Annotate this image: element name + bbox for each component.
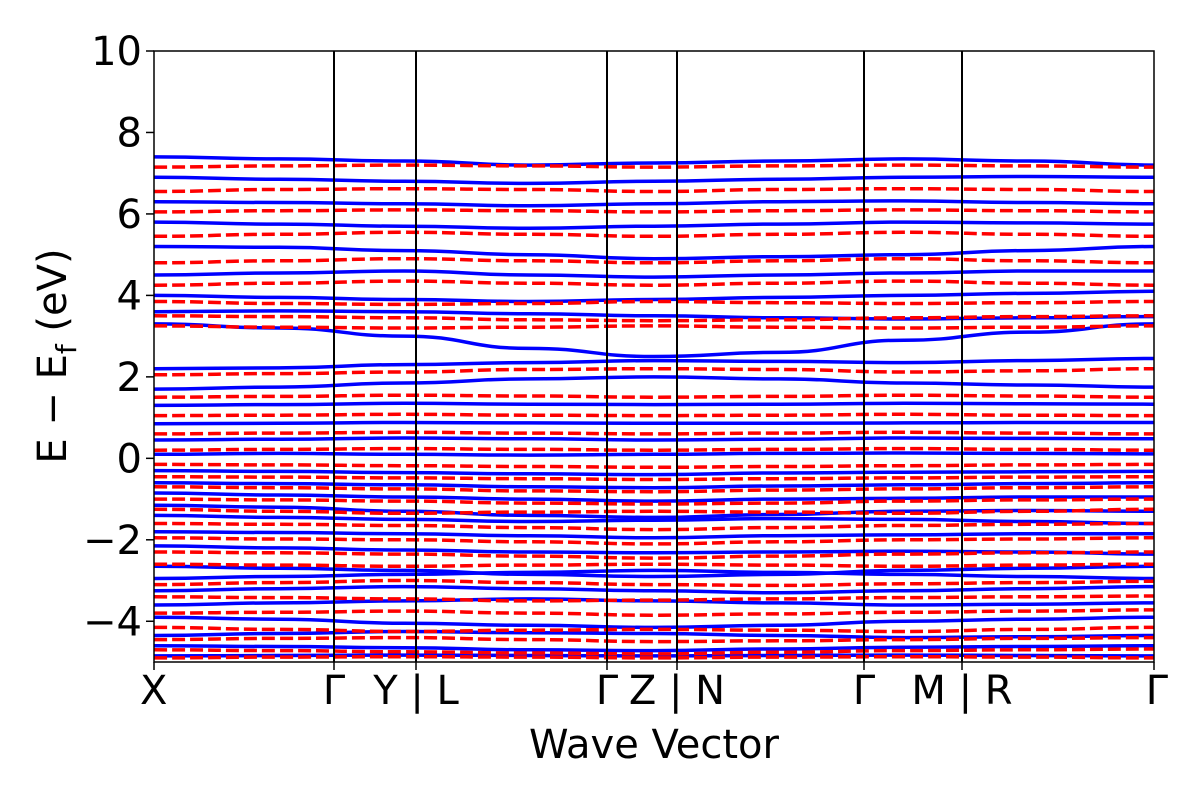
y-axis-label: E − Ef (eV) [30,248,83,463]
dashed-band-7 [154,562,1154,569]
dashed-band-29 [154,163,1154,169]
dashed-band-10 [154,521,1154,532]
solid-band-28 [154,174,1154,186]
x-tick-label-3: Γ [596,668,619,714]
dashed-band-22 [154,314,1154,323]
y-tick-label-6: 8 [117,110,142,156]
y-tick-label-7: 10 [91,29,142,75]
dashed-band-3 [154,625,1154,634]
solid-band-15 [154,451,1154,457]
y-axis-label-unit: (eV) [30,248,76,344]
dashed-band-5 [154,594,1154,603]
dashed-band-14 [154,474,1154,482]
y-axis-label-main: E − E [30,354,76,464]
dashed-band-16 [154,446,1154,452]
solid-band-12 [154,491,1154,503]
dashed-band-1 [154,647,1154,656]
y-tick-label-2: 0 [117,436,142,482]
solid-band-16 [154,436,1154,442]
solid-band-25 [154,244,1154,261]
y-tick-label-0: −4 [83,599,142,645]
solid-band-14 [154,468,1154,477]
y-tick-label-3: 2 [117,355,142,401]
dashed-band-0 [154,654,1154,660]
dashed-band-27 [154,208,1154,214]
solid-band-19 [154,375,1154,391]
solid-band-20 [154,356,1154,371]
dashed-band-25 [154,256,1154,265]
solid-band-6 [154,568,1154,581]
dashed-band-6 [154,578,1154,588]
y-tick-label-1: −2 [83,518,142,564]
dashed-band-23 [154,299,1154,307]
x-tick-label-0: X [140,668,167,714]
dashed-band-28 [154,186,1154,194]
solid-band-26 [154,220,1154,230]
dashed-band-2 [154,635,1154,644]
x-tick-label-2: Y | L [372,668,459,714]
solid-band-13 [154,481,1154,490]
solid-band-23 [154,289,1154,304]
dashed-band-9 [154,536,1154,546]
dashed-band-19 [154,393,1154,399]
solid-band-24 [154,269,1154,279]
solid-band-1 [154,643,1154,653]
solid-band-27 [154,199,1154,208]
dashed-band-15 [154,462,1154,470]
x-tick-label-4: Z | N [629,668,725,714]
x-tick-label-7: Γ [1146,668,1169,714]
solid-band-29 [154,155,1154,167]
y-axis-label-subscript: f [50,343,83,354]
y-tick-label-5: 6 [117,192,142,238]
dashed-band-4 [154,608,1154,617]
solid-band-5 [154,584,1154,595]
solid-band-4 [154,597,1154,607]
solid-band-7 [154,564,1154,579]
dashed-band-18 [154,412,1154,418]
dashed-band-24 [154,279,1154,287]
dashed-band-13 [154,485,1154,494]
solid-band-2 [154,629,1154,640]
dashed-band-26 [154,230,1154,239]
y-tick-label-4: 4 [117,273,142,319]
solid-band-9 [154,529,1154,540]
x-tick-label-6: M | R [911,668,1012,714]
solid-band-3 [154,615,1154,630]
solid-band-21 [154,322,1154,359]
solid-band-10 [154,513,1154,526]
kpoint-separator-lines [333,51,963,662]
x-axis-label: Wave Vector [529,722,780,768]
dashed-band-20 [154,366,1154,377]
plot-frame [153,50,1155,663]
dashed-band-8 [154,550,1154,560]
x-tick-label-1: Γ [323,668,346,714]
y-axis: −4 −2 0 2 4 6 8 10 [83,29,154,645]
solid-band-17 [154,420,1154,426]
dashed-band-11 [154,507,1154,516]
x-tick-label-5: Γ [853,668,876,714]
dashed-band-12 [154,497,1154,506]
bands-layer [154,155,1154,660]
dashed-band-21 [154,324,1154,330]
dashed-band-17 [154,430,1154,436]
solid-band-18 [154,401,1154,408]
